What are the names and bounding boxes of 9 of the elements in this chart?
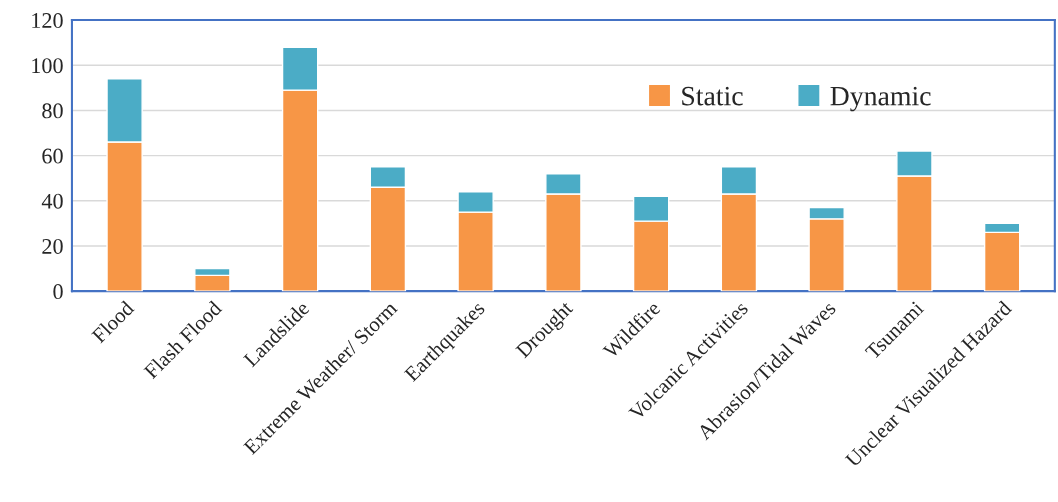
y-tick-label: 100	[32, 58, 63, 74]
legend-label: Dynamic	[830, 86, 931, 112]
y-tick-label: 60	[42, 148, 63, 164]
y-tick-label: 80	[42, 103, 63, 119]
y-tick-label: 20	[42, 238, 63, 254]
y-tick-label: 40	[41, 193, 63, 209]
legend-label: Static	[682, 86, 743, 106]
y-tick-label: 120	[32, 13, 63, 29]
y-tick-label: 0	[53, 284, 63, 300]
